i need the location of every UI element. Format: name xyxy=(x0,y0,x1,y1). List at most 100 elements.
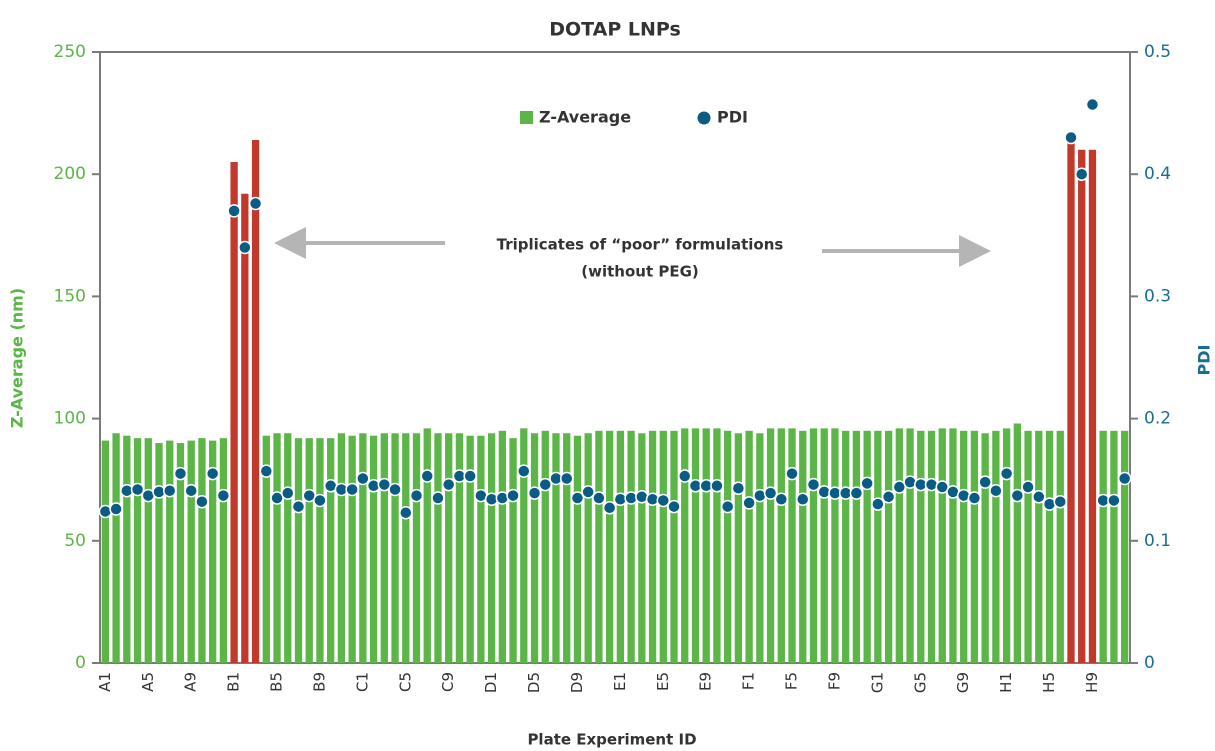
y-tick-label: 200 xyxy=(54,164,86,184)
bar xyxy=(1099,430,1107,663)
bar xyxy=(863,430,871,663)
point xyxy=(849,486,864,500)
bar xyxy=(262,435,270,663)
point xyxy=(173,466,188,481)
bar xyxy=(133,438,142,663)
point xyxy=(281,486,295,500)
x-tick-label: A5 xyxy=(139,672,157,692)
x-tick-label: F9 xyxy=(825,672,843,690)
bar xyxy=(155,443,163,663)
point xyxy=(291,499,306,514)
bar xyxy=(648,430,657,663)
bar xyxy=(906,428,914,663)
bar xyxy=(895,428,903,663)
point xyxy=(763,486,778,500)
bar xyxy=(1120,430,1129,663)
bar xyxy=(466,435,474,663)
x-tick-label: E9 xyxy=(697,672,715,691)
bar xyxy=(756,433,764,663)
bar xyxy=(992,430,1000,663)
bar xyxy=(1110,430,1118,663)
bar xyxy=(713,428,721,663)
chart-title: DOTAP LNPs xyxy=(549,19,681,41)
bar xyxy=(691,428,700,663)
bar xyxy=(445,433,453,663)
point xyxy=(592,491,606,505)
x-tick-label: F5 xyxy=(783,672,801,690)
point xyxy=(1010,488,1025,503)
point xyxy=(409,488,424,503)
point xyxy=(892,480,907,494)
y2-tick-label: 0.5 xyxy=(1144,42,1171,62)
bar xyxy=(1013,423,1021,663)
point xyxy=(184,483,198,498)
point xyxy=(109,502,123,516)
bar xyxy=(412,433,421,663)
point xyxy=(710,479,724,493)
bar xyxy=(348,435,356,663)
bar xyxy=(144,438,152,663)
x-tick-label: D9 xyxy=(568,672,586,693)
bar xyxy=(273,433,281,663)
point xyxy=(1053,494,1068,509)
point xyxy=(463,469,477,483)
x-tick-label: G1 xyxy=(868,672,886,693)
bar xyxy=(166,440,174,663)
point xyxy=(967,491,982,505)
x-tick-label: G9 xyxy=(954,672,972,693)
y-tick-label: 150 xyxy=(54,286,86,306)
bar xyxy=(884,430,893,663)
x-tick-label: B5 xyxy=(268,672,286,692)
point xyxy=(356,471,370,486)
x-tick-label: B9 xyxy=(310,672,328,692)
point xyxy=(527,486,542,500)
point xyxy=(98,504,113,519)
point xyxy=(881,490,896,504)
point xyxy=(667,499,681,514)
x-tick-label: A1 xyxy=(96,672,114,692)
bar xyxy=(563,433,571,663)
point xyxy=(635,490,649,504)
point xyxy=(227,204,241,218)
bar xyxy=(1045,430,1054,663)
bar xyxy=(734,433,743,663)
bar xyxy=(616,430,625,663)
point xyxy=(1107,493,1121,508)
bar xyxy=(123,435,131,663)
bar xyxy=(219,438,228,663)
x-tick-label: A9 xyxy=(182,672,200,692)
point xyxy=(313,493,327,508)
point xyxy=(420,469,434,483)
point xyxy=(506,488,520,503)
point xyxy=(238,240,252,255)
point xyxy=(677,469,692,483)
legend-label: PDI xyxy=(717,108,748,127)
bar xyxy=(359,433,367,663)
bar xyxy=(1035,430,1043,663)
bar xyxy=(251,139,260,663)
x-tick-label: C9 xyxy=(439,672,457,692)
point xyxy=(806,477,821,492)
bar xyxy=(960,430,968,663)
point xyxy=(860,476,874,491)
bar xyxy=(927,430,936,663)
bar xyxy=(573,435,582,663)
x-tick-label: C1 xyxy=(353,672,371,692)
point xyxy=(538,477,553,492)
bar xyxy=(294,438,303,663)
bar xyxy=(1078,149,1086,663)
bar xyxy=(209,440,217,663)
x-tick-label: G5 xyxy=(911,672,929,693)
x-tick-label: E5 xyxy=(654,672,672,691)
point xyxy=(388,482,402,497)
legend-swatch xyxy=(697,111,711,125)
bar xyxy=(198,438,206,663)
bar xyxy=(316,438,324,663)
bar xyxy=(101,440,110,663)
bar xyxy=(724,430,732,663)
y-tick-label: 250 xyxy=(54,42,86,62)
bar xyxy=(852,430,861,663)
point xyxy=(259,464,274,478)
point xyxy=(130,482,145,497)
point xyxy=(559,471,574,486)
